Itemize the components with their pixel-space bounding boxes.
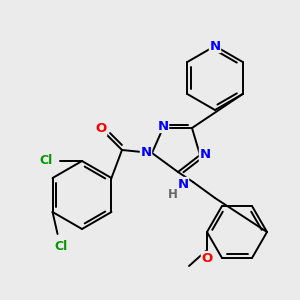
Text: N: N (200, 148, 211, 161)
Text: N: N (209, 40, 220, 52)
Text: Cl: Cl (39, 154, 52, 167)
Text: N: N (158, 119, 169, 133)
Text: O: O (95, 122, 106, 136)
Text: N: N (177, 178, 189, 190)
Text: Cl: Cl (54, 241, 67, 254)
Text: O: O (201, 251, 213, 265)
Text: H: H (168, 188, 178, 200)
Text: N: N (140, 146, 152, 160)
